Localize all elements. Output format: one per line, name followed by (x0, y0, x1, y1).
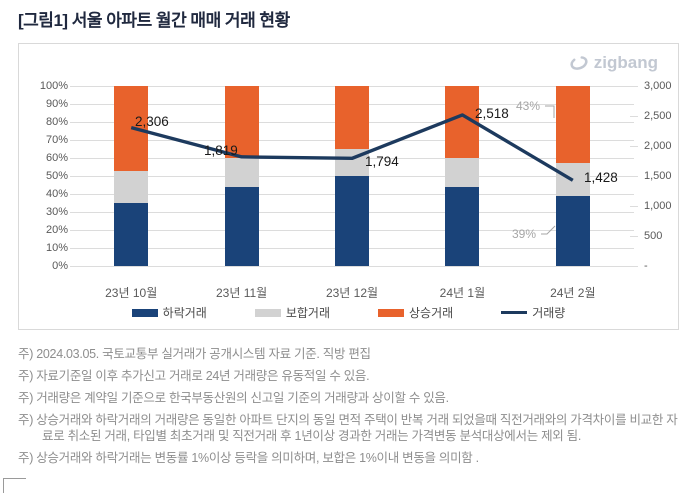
next-figure-edge (3, 478, 26, 493)
footnotes: 주) 2024.03.05. 국토교통부 실거래가 공개시스템 자료 기준. 직… (18, 346, 686, 472)
y-axis-right-tick: 500 (644, 230, 663, 242)
bar-segment-하락거래 (114, 203, 149, 266)
legend-item-3: 거래량 (501, 304, 565, 321)
x-axis-label: 24년 1월 (439, 286, 486, 300)
volume-data-label: 1,794 (365, 154, 399, 169)
legend-item-1: 보합거래 (254, 304, 331, 321)
y-axis-right-tickmark (630, 86, 638, 87)
y-axis-right-tick: 1,500 (644, 170, 672, 182)
x-axis-label: 23년 10월 (105, 286, 158, 300)
y-axis-left-tick: 70% (45, 134, 68, 146)
y-axis-left-tick: 0% (52, 260, 68, 272)
bar-segment-하락거래 (224, 186, 259, 266)
y-axis-right-tick: - (644, 260, 648, 272)
legend-swatch (131, 308, 158, 317)
x-axis-label: 23년 11월 (215, 286, 268, 300)
footnote-line: 주) 2024.03.05. 국토교통부 실거래가 공개시스템 자료 기준. 직… (18, 347, 371, 361)
volume-data-label: 2,306 (135, 114, 169, 129)
gridline (70, 266, 634, 267)
chart-legend: 하락거래 보합거래 상승거래 거래량 (19, 304, 678, 321)
volume-data-label: 1,819 (204, 143, 238, 158)
y-axis-right-tickmark (630, 266, 638, 267)
y-axis-right-tickmark (630, 116, 638, 117)
zigbang-logo-icon (570, 56, 588, 70)
footnote-line: 주) 상승거래와 하락거래의 거래량은 동일한 아파트 단지의 동일 면적 주택… (18, 413, 678, 443)
bar-segment-보합거래 (224, 158, 259, 187)
zigbang-logo: zigbang (569, 53, 658, 73)
volume-data-label: 2,518 (475, 106, 509, 121)
legend-item-0: 하락거래 (131, 304, 207, 321)
y-axis-right-tickmark (630, 206, 638, 207)
legend-swatch (501, 311, 528, 314)
y-axis-left-tick: 40% (45, 188, 68, 200)
y-axis-right-tickmark (630, 176, 638, 177)
footnote-line: 주) 상승거래와 하락거래는 변동률 1%이상 등락을 의미하며, 보합은 1%… (18, 451, 479, 465)
y-axis-right-tick: 2,500 (644, 110, 672, 122)
legend-label: 상승거래 (409, 306, 454, 320)
y-axis-left-tick: 50% (45, 170, 68, 182)
legend-swatch (378, 308, 405, 317)
bar-segment-보합거래 (335, 149, 369, 176)
y-axis-left-tick: 80% (45, 116, 68, 128)
y-axis-left-tick: 90% (45, 98, 68, 110)
bar-segment-보합거래 (445, 158, 480, 187)
y-axis-right-tickmark (630, 146, 638, 147)
y-axis-right-tick: 1,000 (644, 200, 672, 212)
y-axis-right-tick: 2,000 (644, 140, 672, 152)
legend-swatch (254, 308, 281, 317)
x-axis-label: 23년 12월 (325, 286, 379, 300)
pct-annotation: 43% (516, 99, 541, 113)
bar-segment-상승거래 (555, 86, 590, 164)
bar-segment-보합거래 (114, 170, 149, 203)
bar-segment-상승거래 (445, 86, 480, 158)
y-axis-left-tick: 20% (45, 224, 68, 236)
footnote-line: 주) 자료기준일 이후 추가신고 거래로 24년 거래량은 유동적일 수 있음. (18, 369, 370, 383)
y-axis-left-tick: 30% (45, 206, 68, 218)
x-axis-label: 24년 2월 (550, 286, 596, 300)
page-title: [그림1] 서울 아파트 월간 매매 거래 현황 (18, 11, 290, 30)
legend-item-2: 상승거래 (378, 304, 453, 321)
bar-segment-상승거래 (335, 86, 369, 149)
y-axis-right-tickmark (630, 236, 638, 237)
y-axis-left-tick: 60% (45, 152, 68, 164)
y-axis-left-tick: 100% (39, 80, 68, 92)
volume-data-label: 1,428 (584, 170, 618, 185)
y-axis-right-tick: 3,000 (644, 80, 672, 92)
pct-annotation: 39% (512, 227, 537, 241)
legend-label: 거래량 (532, 306, 566, 320)
bar-segment-하락거래 (335, 176, 369, 266)
annotation-leader-line (545, 105, 555, 118)
legend-label: 하락거래 (162, 306, 207, 320)
legend-label: 보합거래 (285, 306, 331, 320)
bar-segment-하락거래 (445, 186, 480, 266)
zigbang-logo-text: zigbang (593, 53, 658, 72)
y-axis-left-tick: 10% (45, 242, 68, 254)
footnote-line: 주) 거래량은 계약일 기준으로 한국부동산원의 신고일 기준의 거래량과 상이… (18, 391, 449, 405)
chart-container: zigbang 100% 90% 80% 70% 60% 50% 40% 30% 20% 10% 0… (18, 43, 679, 330)
bar-segment-하락거래 (555, 195, 590, 266)
